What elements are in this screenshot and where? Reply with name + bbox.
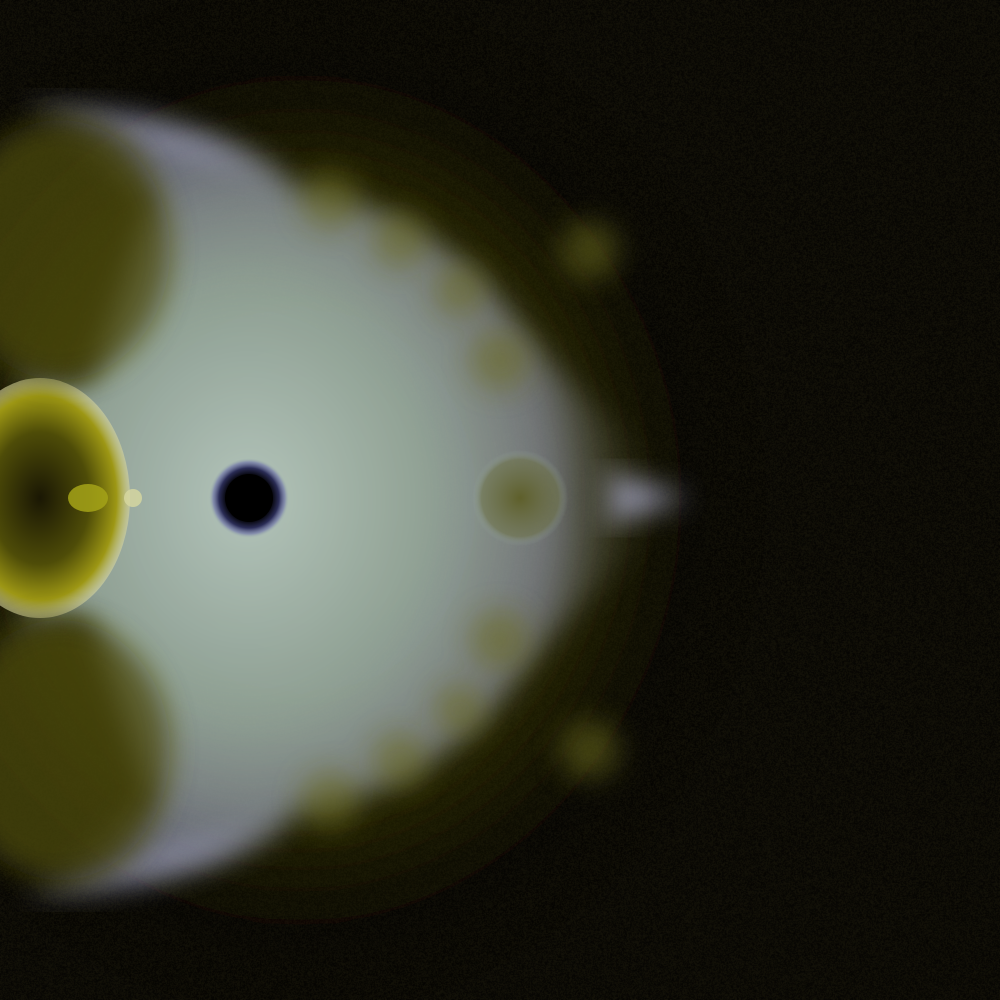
central-hole-core bbox=[225, 474, 273, 522]
small-bud-2 bbox=[124, 489, 142, 507]
right-bulb bbox=[472, 450, 568, 546]
small-bud-1 bbox=[68, 484, 108, 512]
